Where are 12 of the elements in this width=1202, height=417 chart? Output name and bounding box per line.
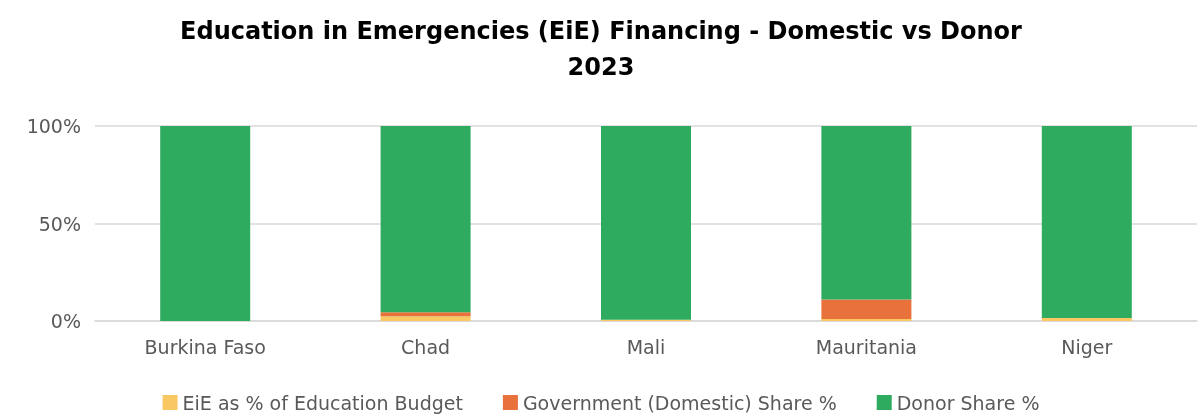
legend-label: Government (Domestic) Share % bbox=[522, 391, 837, 414]
x-tick-label: Niger bbox=[1061, 335, 1113, 358]
y-tick-label: 100% bbox=[26, 115, 81, 137]
chart-title: Education in Emergencies (EiE) Financing - Domestic vs Donor 2023 bbox=[180, 17, 1023, 81]
y-tick-label: 50% bbox=[38, 212, 81, 235]
x-tick-label: Chad bbox=[401, 335, 451, 358]
x-tick-label: Mali bbox=[626, 335, 666, 358]
legend-label: Donor Share % bbox=[896, 391, 1040, 414]
legend-label: EiE as % of Education Budget bbox=[182, 391, 463, 414]
x-tick-label: Mauritania bbox=[815, 335, 918, 358]
x-tick-label: Burkina Faso bbox=[144, 335, 266, 358]
y-tick-label: 0% bbox=[50, 310, 81, 332]
